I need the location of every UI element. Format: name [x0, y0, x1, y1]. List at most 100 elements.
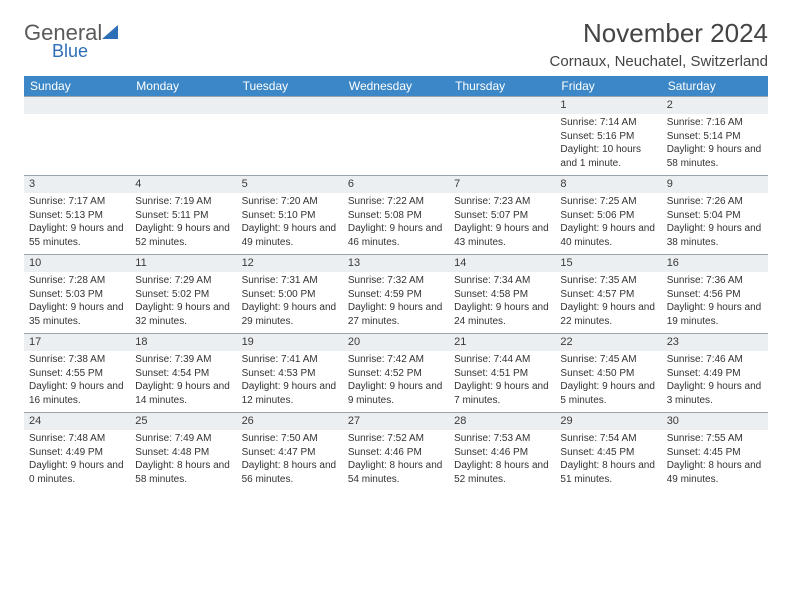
day-number: 25 [130, 413, 236, 430]
day-number: 29 [555, 413, 661, 430]
day-content: Sunrise: 7:45 AMSunset: 4:50 PMDaylight:… [555, 351, 661, 410]
day-content: Sunrise: 7:38 AMSunset: 4:55 PMDaylight:… [24, 351, 130, 410]
day-header: Saturday [662, 76, 768, 97]
day-content: Sunrise: 7:48 AMSunset: 4:49 PMDaylight:… [24, 430, 130, 489]
location: Cornaux, Neuchatel, Switzerland [550, 53, 768, 70]
day-number: 2 [662, 97, 768, 114]
day-content [24, 114, 130, 119]
logo-blue: Blue [52, 42, 102, 60]
day-number: 14 [449, 255, 555, 272]
logo-triangle-icon [102, 25, 118, 39]
calendar-cell: 11Sunrise: 7:29 AMSunset: 5:02 PMDayligh… [130, 255, 236, 334]
day-header: Tuesday [237, 76, 343, 97]
day-number: 10 [24, 255, 130, 272]
day-number: 24 [24, 413, 130, 430]
day-number [449, 97, 555, 114]
day-content: Sunrise: 7:53 AMSunset: 4:46 PMDaylight:… [449, 430, 555, 489]
day-content: Sunrise: 7:17 AMSunset: 5:13 PMDaylight:… [24, 193, 130, 252]
day-content: Sunrise: 7:44 AMSunset: 4:51 PMDaylight:… [449, 351, 555, 410]
calendar-row: 24Sunrise: 7:48 AMSunset: 4:49 PMDayligh… [24, 413, 768, 492]
day-content: Sunrise: 7:19 AMSunset: 5:11 PMDaylight:… [130, 193, 236, 252]
day-number: 8 [555, 176, 661, 193]
day-content: Sunrise: 7:46 AMSunset: 4:49 PMDaylight:… [662, 351, 768, 410]
calendar-cell: 29Sunrise: 7:54 AMSunset: 4:45 PMDayligh… [555, 413, 661, 492]
calendar-cell: 16Sunrise: 7:36 AMSunset: 4:56 PMDayligh… [662, 255, 768, 334]
day-number: 28 [449, 413, 555, 430]
day-number: 1 [555, 97, 661, 114]
day-number: 20 [343, 334, 449, 351]
calendar-cell: 27Sunrise: 7:52 AMSunset: 4:46 PMDayligh… [343, 413, 449, 492]
day-content: Sunrise: 7:41 AMSunset: 4:53 PMDaylight:… [237, 351, 343, 410]
calendar-cell: 20Sunrise: 7:42 AMSunset: 4:52 PMDayligh… [343, 334, 449, 413]
day-header: Wednesday [343, 76, 449, 97]
calendar-cell: 21Sunrise: 7:44 AMSunset: 4:51 PMDayligh… [449, 334, 555, 413]
day-number [24, 97, 130, 114]
day-content: Sunrise: 7:25 AMSunset: 5:06 PMDaylight:… [555, 193, 661, 252]
day-header: Friday [555, 76, 661, 97]
calendar-cell: 9Sunrise: 7:26 AMSunset: 5:04 PMDaylight… [662, 176, 768, 255]
calendar-cell: 26Sunrise: 7:50 AMSunset: 4:47 PMDayligh… [237, 413, 343, 492]
day-content: Sunrise: 7:54 AMSunset: 4:45 PMDaylight:… [555, 430, 661, 489]
day-content: Sunrise: 7:52 AMSunset: 4:46 PMDaylight:… [343, 430, 449, 489]
day-content: Sunrise: 7:23 AMSunset: 5:07 PMDaylight:… [449, 193, 555, 252]
day-content: Sunrise: 7:32 AMSunset: 4:59 PMDaylight:… [343, 272, 449, 331]
calendar-cell: 14Sunrise: 7:34 AMSunset: 4:58 PMDayligh… [449, 255, 555, 334]
day-content: Sunrise: 7:39 AMSunset: 4:54 PMDaylight:… [130, 351, 236, 410]
day-number: 11 [130, 255, 236, 272]
calendar-cell: 7Sunrise: 7:23 AMSunset: 5:07 PMDaylight… [449, 176, 555, 255]
day-content: Sunrise: 7:42 AMSunset: 4:52 PMDaylight:… [343, 351, 449, 410]
day-number: 22 [555, 334, 661, 351]
day-number [237, 97, 343, 114]
day-content [237, 114, 343, 119]
calendar-cell: 25Sunrise: 7:49 AMSunset: 4:48 PMDayligh… [130, 413, 236, 492]
day-number [130, 97, 236, 114]
day-number: 17 [24, 334, 130, 351]
day-header: Thursday [449, 76, 555, 97]
day-number: 12 [237, 255, 343, 272]
day-header-row: SundayMondayTuesdayWednesdayThursdayFrid… [24, 76, 768, 97]
logo: General Blue [24, 18, 118, 60]
day-number: 30 [662, 413, 768, 430]
day-number: 19 [237, 334, 343, 351]
calendar-cell [237, 97, 343, 176]
calendar-cell: 2Sunrise: 7:16 AMSunset: 5:14 PMDaylight… [662, 97, 768, 176]
day-content: Sunrise: 7:29 AMSunset: 5:02 PMDaylight:… [130, 272, 236, 331]
day-number [343, 97, 449, 114]
day-content: Sunrise: 7:31 AMSunset: 5:00 PMDaylight:… [237, 272, 343, 331]
calendar-cell: 8Sunrise: 7:25 AMSunset: 5:06 PMDaylight… [555, 176, 661, 255]
day-number: 6 [343, 176, 449, 193]
day-content: Sunrise: 7:36 AMSunset: 4:56 PMDaylight:… [662, 272, 768, 331]
day-content: Sunrise: 7:28 AMSunset: 5:03 PMDaylight:… [24, 272, 130, 331]
day-content: Sunrise: 7:20 AMSunset: 5:10 PMDaylight:… [237, 193, 343, 252]
calendar-row: 1Sunrise: 7:14 AMSunset: 5:16 PMDaylight… [24, 97, 768, 176]
day-header: Monday [130, 76, 236, 97]
calendar-row: 10Sunrise: 7:28 AMSunset: 5:03 PMDayligh… [24, 255, 768, 334]
day-number: 9 [662, 176, 768, 193]
calendar-cell [449, 97, 555, 176]
day-content: Sunrise: 7:35 AMSunset: 4:57 PMDaylight:… [555, 272, 661, 331]
day-number: 26 [237, 413, 343, 430]
day-content: Sunrise: 7:34 AMSunset: 4:58 PMDaylight:… [449, 272, 555, 331]
calendar-cell: 28Sunrise: 7:53 AMSunset: 4:46 PMDayligh… [449, 413, 555, 492]
calendar-cell: 15Sunrise: 7:35 AMSunset: 4:57 PMDayligh… [555, 255, 661, 334]
day-number: 7 [449, 176, 555, 193]
calendar-table: SundayMondayTuesdayWednesdayThursdayFrid… [24, 76, 768, 492]
day-number: 4 [130, 176, 236, 193]
day-content [343, 114, 449, 119]
day-number: 15 [555, 255, 661, 272]
day-content: Sunrise: 7:14 AMSunset: 5:16 PMDaylight:… [555, 114, 661, 173]
day-number: 16 [662, 255, 768, 272]
day-number: 27 [343, 413, 449, 430]
calendar-cell: 1Sunrise: 7:14 AMSunset: 5:16 PMDaylight… [555, 97, 661, 176]
day-number: 18 [130, 334, 236, 351]
day-content: Sunrise: 7:26 AMSunset: 5:04 PMDaylight:… [662, 193, 768, 252]
day-number: 21 [449, 334, 555, 351]
calendar-cell: 19Sunrise: 7:41 AMSunset: 4:53 PMDayligh… [237, 334, 343, 413]
header: General Blue November 2024 Cornaux, Neuc… [24, 18, 768, 70]
calendar-cell: 17Sunrise: 7:38 AMSunset: 4:55 PMDayligh… [24, 334, 130, 413]
day-content [130, 114, 236, 119]
day-content: Sunrise: 7:49 AMSunset: 4:48 PMDaylight:… [130, 430, 236, 489]
day-number: 13 [343, 255, 449, 272]
calendar-cell: 12Sunrise: 7:31 AMSunset: 5:00 PMDayligh… [237, 255, 343, 334]
calendar-cell: 10Sunrise: 7:28 AMSunset: 5:03 PMDayligh… [24, 255, 130, 334]
